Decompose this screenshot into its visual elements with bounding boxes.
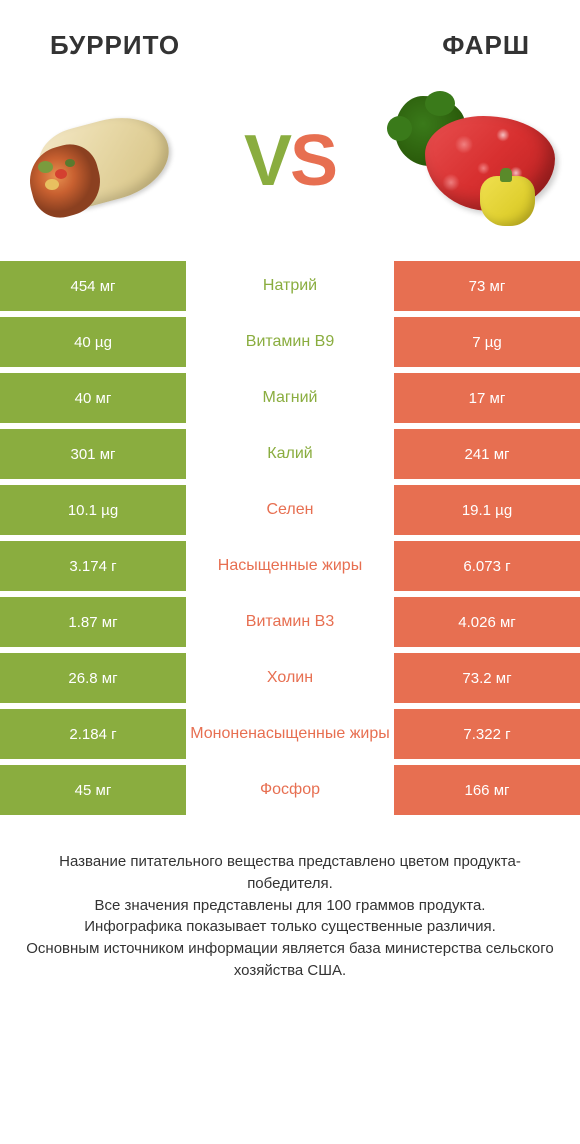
table-row: 40 µgВитамин B97 µg xyxy=(0,317,580,367)
right-value: 7 µg xyxy=(394,317,580,367)
nutrient-label: Витамин B9 xyxy=(186,317,394,367)
nutrient-label: Насыщенные жиры xyxy=(186,541,394,591)
left-value: 2.184 г xyxy=(0,709,186,759)
left-value: 3.174 г xyxy=(0,541,186,591)
nutrient-label: Калий xyxy=(186,429,394,479)
right-value: 17 мг xyxy=(394,373,580,423)
right-value: 19.1 µg xyxy=(394,485,580,535)
nutrient-label: Магний xyxy=(186,373,394,423)
nutrient-label: Мононенасыщенные жиры xyxy=(186,709,394,759)
vs-s: S xyxy=(290,121,336,201)
table-row: 2.184 гМононенасыщенные жиры7.322 г xyxy=(0,709,580,759)
footer-notes: Название питательного вещества представл… xyxy=(0,821,580,982)
left-value: 10.1 µg xyxy=(0,485,186,535)
table-row: 40 мгМагний17 мг xyxy=(0,373,580,423)
left-value: 454 мг xyxy=(0,261,186,311)
right-value: 73 мг xyxy=(394,261,580,311)
table-row: 10.1 µgСелен19.1 µg xyxy=(0,485,580,535)
burrito-illustration xyxy=(20,91,190,231)
left-value: 1.87 мг xyxy=(0,597,186,647)
table-row: 26.8 мгХолин73.2 мг xyxy=(0,653,580,703)
nutrient-label: Витамин B3 xyxy=(186,597,394,647)
nutrient-label: Селен xyxy=(186,485,394,535)
mince-illustration xyxy=(390,91,560,231)
right-product-title: ФАРШ xyxy=(442,30,530,61)
vs-label: VS xyxy=(244,120,336,202)
right-value: 4.026 мг xyxy=(394,597,580,647)
comparison-table: 454 мгНатрий73 мг 40 µgВитамин B97 µg 40 м… xyxy=(0,261,580,815)
footer-line: Инфографика показывает только существенн… xyxy=(25,916,555,938)
nutrient-label: Натрий xyxy=(186,261,394,311)
table-row: 301 мгКалий241 мг xyxy=(0,429,580,479)
right-value: 241 мг xyxy=(394,429,580,479)
right-value: 73.2 мг xyxy=(394,653,580,703)
footer-line: Основным источником информации является … xyxy=(25,938,555,982)
vs-row: VS xyxy=(0,81,580,261)
right-value: 6.073 г xyxy=(394,541,580,591)
left-value: 45 мг xyxy=(0,765,186,815)
nutrient-label: Фосфор xyxy=(186,765,394,815)
table-row: 45 мгФосфор166 мг xyxy=(0,765,580,815)
table-row: 3.174 гНасыщенные жиры6.073 г xyxy=(0,541,580,591)
left-value: 26.8 мг xyxy=(0,653,186,703)
nutrient-label: Холин xyxy=(186,653,394,703)
vs-v: V xyxy=(244,121,290,201)
table-row: 1.87 мгВитамин B34.026 мг xyxy=(0,597,580,647)
left-value: 40 µg xyxy=(0,317,186,367)
table-row: 454 мгНатрий73 мг xyxy=(0,261,580,311)
right-value: 166 мг xyxy=(394,765,580,815)
header: БУРРИТО ФАРШ xyxy=(0,0,580,81)
left-value: 40 мг xyxy=(0,373,186,423)
footer-line: Все значения представлены для 100 граммо… xyxy=(25,895,555,917)
left-product-title: БУРРИТО xyxy=(50,30,180,61)
right-value: 7.322 г xyxy=(394,709,580,759)
left-value: 301 мг xyxy=(0,429,186,479)
footer-line: Название питательного вещества представл… xyxy=(25,851,555,895)
